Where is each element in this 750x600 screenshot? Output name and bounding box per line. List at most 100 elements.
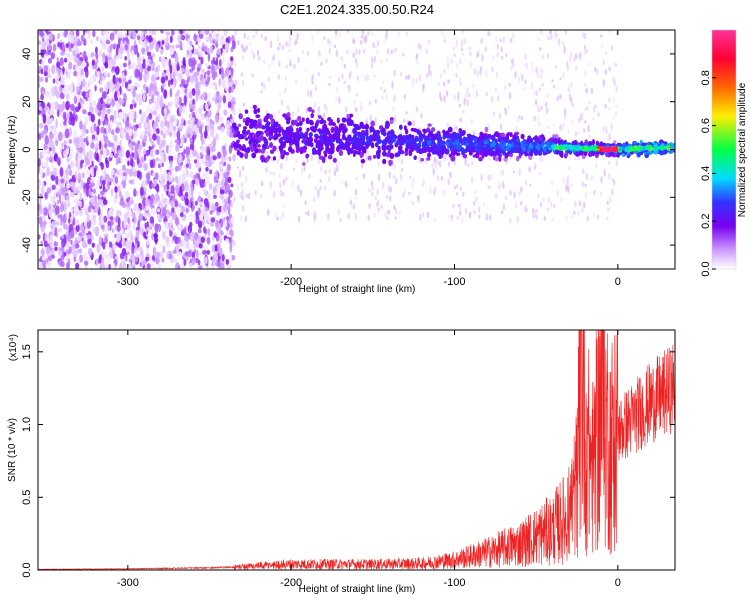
heat-cell (90, 126, 93, 134)
heat-cell (118, 38, 121, 46)
heat-cell (185, 243, 189, 249)
heat-cell (304, 200, 307, 206)
heat-cell (173, 258, 178, 263)
heat-cell (50, 52, 55, 60)
heat-cell (459, 58, 462, 65)
heat-cell (197, 119, 202, 127)
heat-cell (473, 189, 477, 195)
heat-cell (235, 79, 238, 86)
heat-cell (470, 161, 474, 166)
heat-cell (124, 43, 128, 51)
heat-cell (354, 212, 357, 221)
heat-cell (216, 206, 221, 213)
heat-cell (520, 116, 524, 121)
heat-cell (210, 217, 216, 223)
heat-cell (117, 185, 121, 193)
heat-cell (116, 102, 121, 111)
heat-cell (575, 65, 578, 71)
heat-cell (602, 60, 605, 65)
heat-cell (60, 214, 63, 223)
heat-cell (120, 255, 125, 260)
heat-cell (453, 94, 456, 100)
heat-cell (197, 81, 201, 90)
heat-cell (133, 118, 137, 123)
heat-cell (324, 185, 327, 191)
heat-cell (327, 176, 331, 182)
heat-cell (294, 112, 298, 116)
heat-cell (279, 216, 283, 221)
heat-cell (213, 194, 217, 199)
heat-cell (172, 130, 178, 138)
heat-cell (52, 146, 56, 154)
heat-cell (49, 238, 54, 248)
heat-cell (155, 251, 160, 259)
heat-cell (144, 222, 147, 229)
heat-cell (198, 253, 202, 258)
heat-cell (551, 79, 554, 83)
heat-cell (181, 173, 186, 181)
heat-cell (310, 155, 314, 162)
heat-cell (152, 246, 156, 257)
heat-cell (134, 130, 138, 137)
heat-cell (234, 30, 237, 36)
heat-cell (152, 110, 157, 116)
heat-cell (452, 46, 455, 50)
heat-cell (211, 120, 215, 125)
heat-cell (313, 215, 316, 223)
heat-cell (133, 103, 137, 108)
heat-cell (213, 136, 216, 145)
heat-cell (172, 249, 177, 254)
heat-cell (69, 56, 75, 61)
heat-cell (377, 207, 380, 213)
heat-cell (534, 99, 538, 105)
heat-cell (84, 227, 89, 233)
heat-cell (247, 35, 250, 40)
heat-cell (389, 186, 392, 193)
heat-cell (225, 183, 231, 193)
heat-cell (374, 44, 377, 49)
heat-cell (140, 115, 145, 124)
heat-cell (155, 172, 159, 181)
heat-cell (608, 107, 611, 111)
heat-cell (43, 240, 49, 248)
heat-cell (610, 45, 614, 51)
heat-cell (163, 89, 168, 99)
heat-cell (178, 125, 182, 130)
heat-cell (555, 36, 558, 40)
heat-cell (102, 148, 107, 159)
heat-cell (288, 48, 291, 53)
heat-cell (132, 257, 135, 267)
heat-cell (189, 103, 192, 110)
heat-cell (120, 99, 125, 104)
heat-cell (66, 72, 71, 80)
heat-cell (463, 98, 466, 106)
heat-cell (118, 169, 123, 177)
heat-cell (105, 173, 109, 179)
heat-cell (473, 209, 476, 215)
heat-cell (60, 142, 64, 148)
heat-cell (82, 38, 87, 45)
heat-cell (179, 40, 182, 51)
heat-cell (56, 191, 60, 198)
heat-cell (85, 169, 91, 176)
heat-cell (147, 178, 150, 184)
heat-cell (115, 53, 120, 61)
heat-cell (468, 211, 472, 218)
heat-cell (259, 193, 263, 199)
heat-cell (137, 162, 143, 169)
heat-cell (201, 171, 207, 178)
heat-cell (177, 237, 181, 244)
heat-cell (433, 157, 436, 163)
heat-cell (45, 90, 50, 97)
heat-cell (66, 139, 69, 144)
heat-cell (227, 94, 233, 101)
heat-cell (177, 203, 182, 208)
heat-cell (86, 213, 90, 223)
heat-cell (120, 184, 123, 190)
heat-cell (317, 105, 320, 114)
heat-cell (391, 81, 394, 89)
heat-cell (478, 214, 481, 220)
heat-cell (63, 149, 68, 157)
heat-cell (54, 221, 60, 226)
heat-cell (571, 119, 574, 125)
